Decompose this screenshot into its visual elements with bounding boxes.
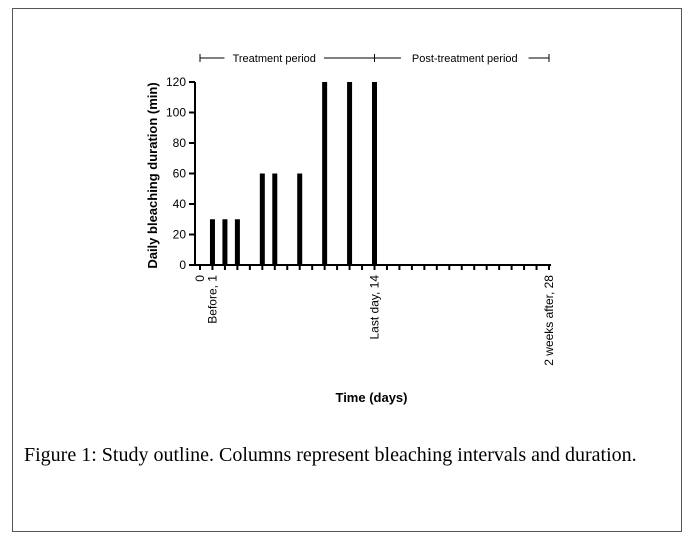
treatment-period-label: Treatment period — [233, 53, 316, 65]
bar — [234, 219, 240, 265]
axes-group — [189, 81, 551, 270]
bar — [347, 82, 353, 265]
bar — [372, 82, 377, 265]
y-tick-label: 20 — [173, 228, 187, 242]
caption-label: Figure 1: — [24, 444, 97, 466]
y-tick-label: 0 — [179, 258, 186, 272]
bar — [209, 219, 215, 265]
y-tick-label: 60 — [173, 167, 187, 181]
y-tick-label: 80 — [173, 136, 187, 150]
bar — [297, 173, 303, 265]
x-tick-label: 0 — [193, 275, 207, 282]
bar — [272, 173, 278, 265]
x-axis-title: Time (days) — [335, 390, 407, 405]
x-tick-label: Last day, 14 — [368, 275, 382, 340]
y-tick-label: 40 — [173, 197, 187, 211]
bar — [222, 219, 228, 265]
caption-text: Study outline. Columns represent bleachi… — [96, 444, 637, 466]
post-treatment-period-label: Post-treatment period — [412, 53, 518, 65]
figure-caption: Figure 1: Study outline. Columns represe… — [24, 440, 674, 470]
x-tick-label: Before, 1 — [205, 275, 219, 324]
y-axis-title: Daily bleaching duration (min) — [145, 82, 160, 268]
x-tick-label: 2 weeks after, 28 — [542, 275, 556, 366]
bar — [322, 82, 328, 265]
bars-group — [209, 82, 377, 265]
y-tick-label: 120 — [166, 75, 186, 89]
figure-frame — [12, 8, 682, 532]
bar — [259, 173, 265, 265]
bleaching-chart: Treatment period Post-treatment period 0 2… — [145, 53, 556, 405]
y-tick-label: 100 — [166, 106, 186, 120]
period-bracket-group: Treatment period Post-treatment period — [199, 53, 550, 65]
